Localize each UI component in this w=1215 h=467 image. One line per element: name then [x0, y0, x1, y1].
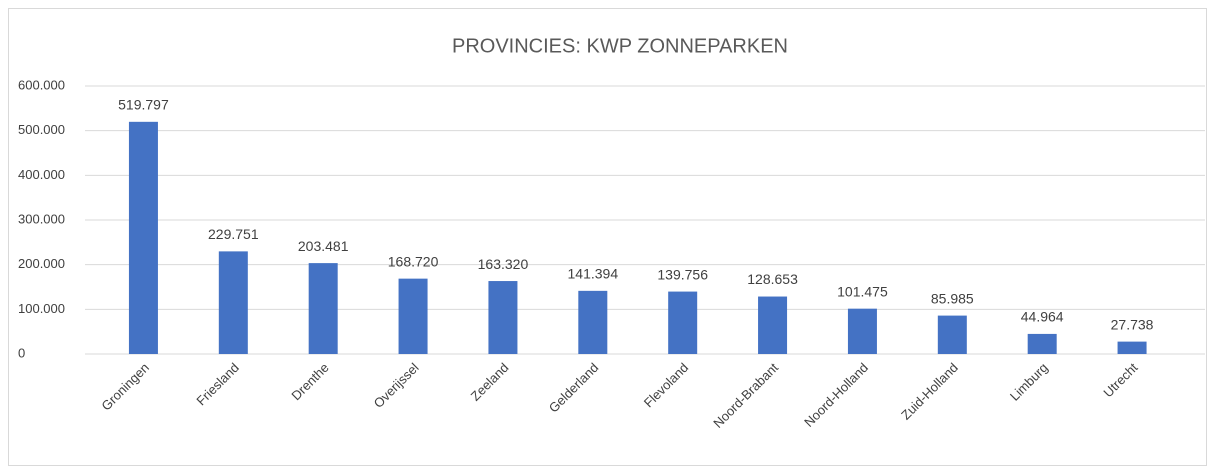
bar [398, 278, 428, 354]
value-label: 168.720 [388, 253, 439, 269]
y-tick-label: 200.000 [18, 256, 65, 271]
value-label: 27.738 [1111, 316, 1154, 332]
bar [578, 290, 608, 354]
value-label: 139.756 [657, 266, 708, 282]
bar [1117, 341, 1147, 354]
value-label: 85.985 [931, 290, 974, 306]
value-label: 128.653 [747, 271, 798, 287]
value-label: 203.481 [298, 238, 349, 254]
value-label: 101.475 [837, 283, 888, 299]
value-label: 44.964 [1021, 309, 1064, 325]
bar [668, 291, 698, 354]
bar [847, 308, 877, 354]
value-label: 519.797 [118, 97, 169, 113]
value-label: 163.320 [478, 256, 529, 272]
bar [218, 251, 248, 354]
y-tick-label: 300.000 [18, 211, 65, 226]
bar [488, 281, 518, 354]
y-tick-label: 400.000 [18, 167, 65, 182]
y-tick-label: 0 [18, 345, 25, 360]
bar [1027, 333, 1057, 354]
y-tick-label: 500.000 [18, 122, 65, 137]
y-tick-label: 100.000 [18, 301, 65, 316]
chart-border [8, 8, 1207, 466]
y-tick-label: 600.000 [18, 77, 65, 92]
value-label: 141.394 [568, 266, 619, 282]
bar [308, 263, 338, 354]
bar [758, 296, 788, 354]
bar [128, 121, 158, 354]
value-label: 229.751 [208, 226, 259, 242]
chart-title: PROVINCIES: KWP ZONNEPARKEN [452, 35, 788, 57]
bar [937, 315, 967, 354]
